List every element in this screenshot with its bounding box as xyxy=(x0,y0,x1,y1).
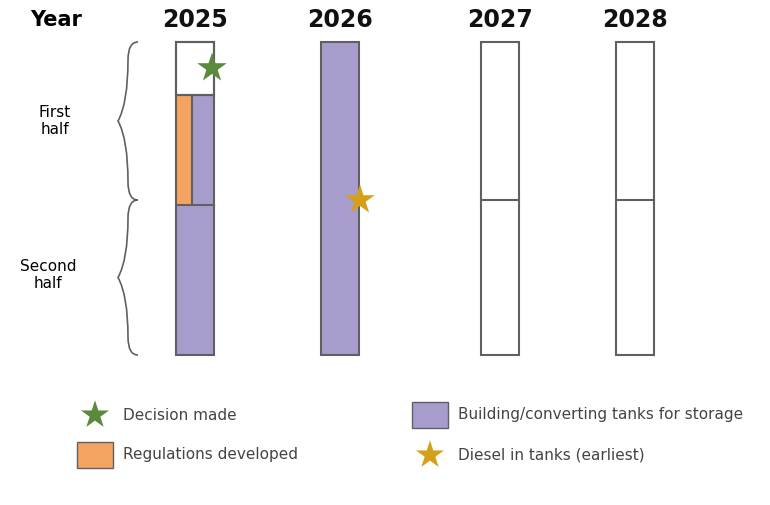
Text: Decision made: Decision made xyxy=(123,408,236,423)
Bar xyxy=(176,95,192,205)
Bar xyxy=(412,402,448,428)
Bar xyxy=(321,42,359,355)
Text: 2026: 2026 xyxy=(307,8,373,32)
Text: First
half: First half xyxy=(38,105,71,137)
Text: Regulations developed: Regulations developed xyxy=(123,447,298,463)
Bar xyxy=(176,42,214,355)
Point xyxy=(89,411,101,419)
Point xyxy=(424,451,436,459)
Bar xyxy=(192,95,214,355)
Text: 2027: 2027 xyxy=(467,8,533,32)
Bar xyxy=(176,42,214,95)
Bar xyxy=(176,205,192,355)
Bar xyxy=(616,42,654,355)
Point xyxy=(354,196,367,204)
Text: Building/converting tanks for storage: Building/converting tanks for storage xyxy=(458,408,743,423)
Text: 2028: 2028 xyxy=(602,8,668,32)
Text: 2025: 2025 xyxy=(162,8,228,32)
Bar xyxy=(77,442,113,468)
Text: Diesel in tanks (earliest): Diesel in tanks (earliest) xyxy=(458,447,644,463)
Bar xyxy=(481,42,519,355)
Point xyxy=(206,64,218,72)
Text: Second
half: Second half xyxy=(20,259,76,291)
Text: Year: Year xyxy=(30,10,82,30)
